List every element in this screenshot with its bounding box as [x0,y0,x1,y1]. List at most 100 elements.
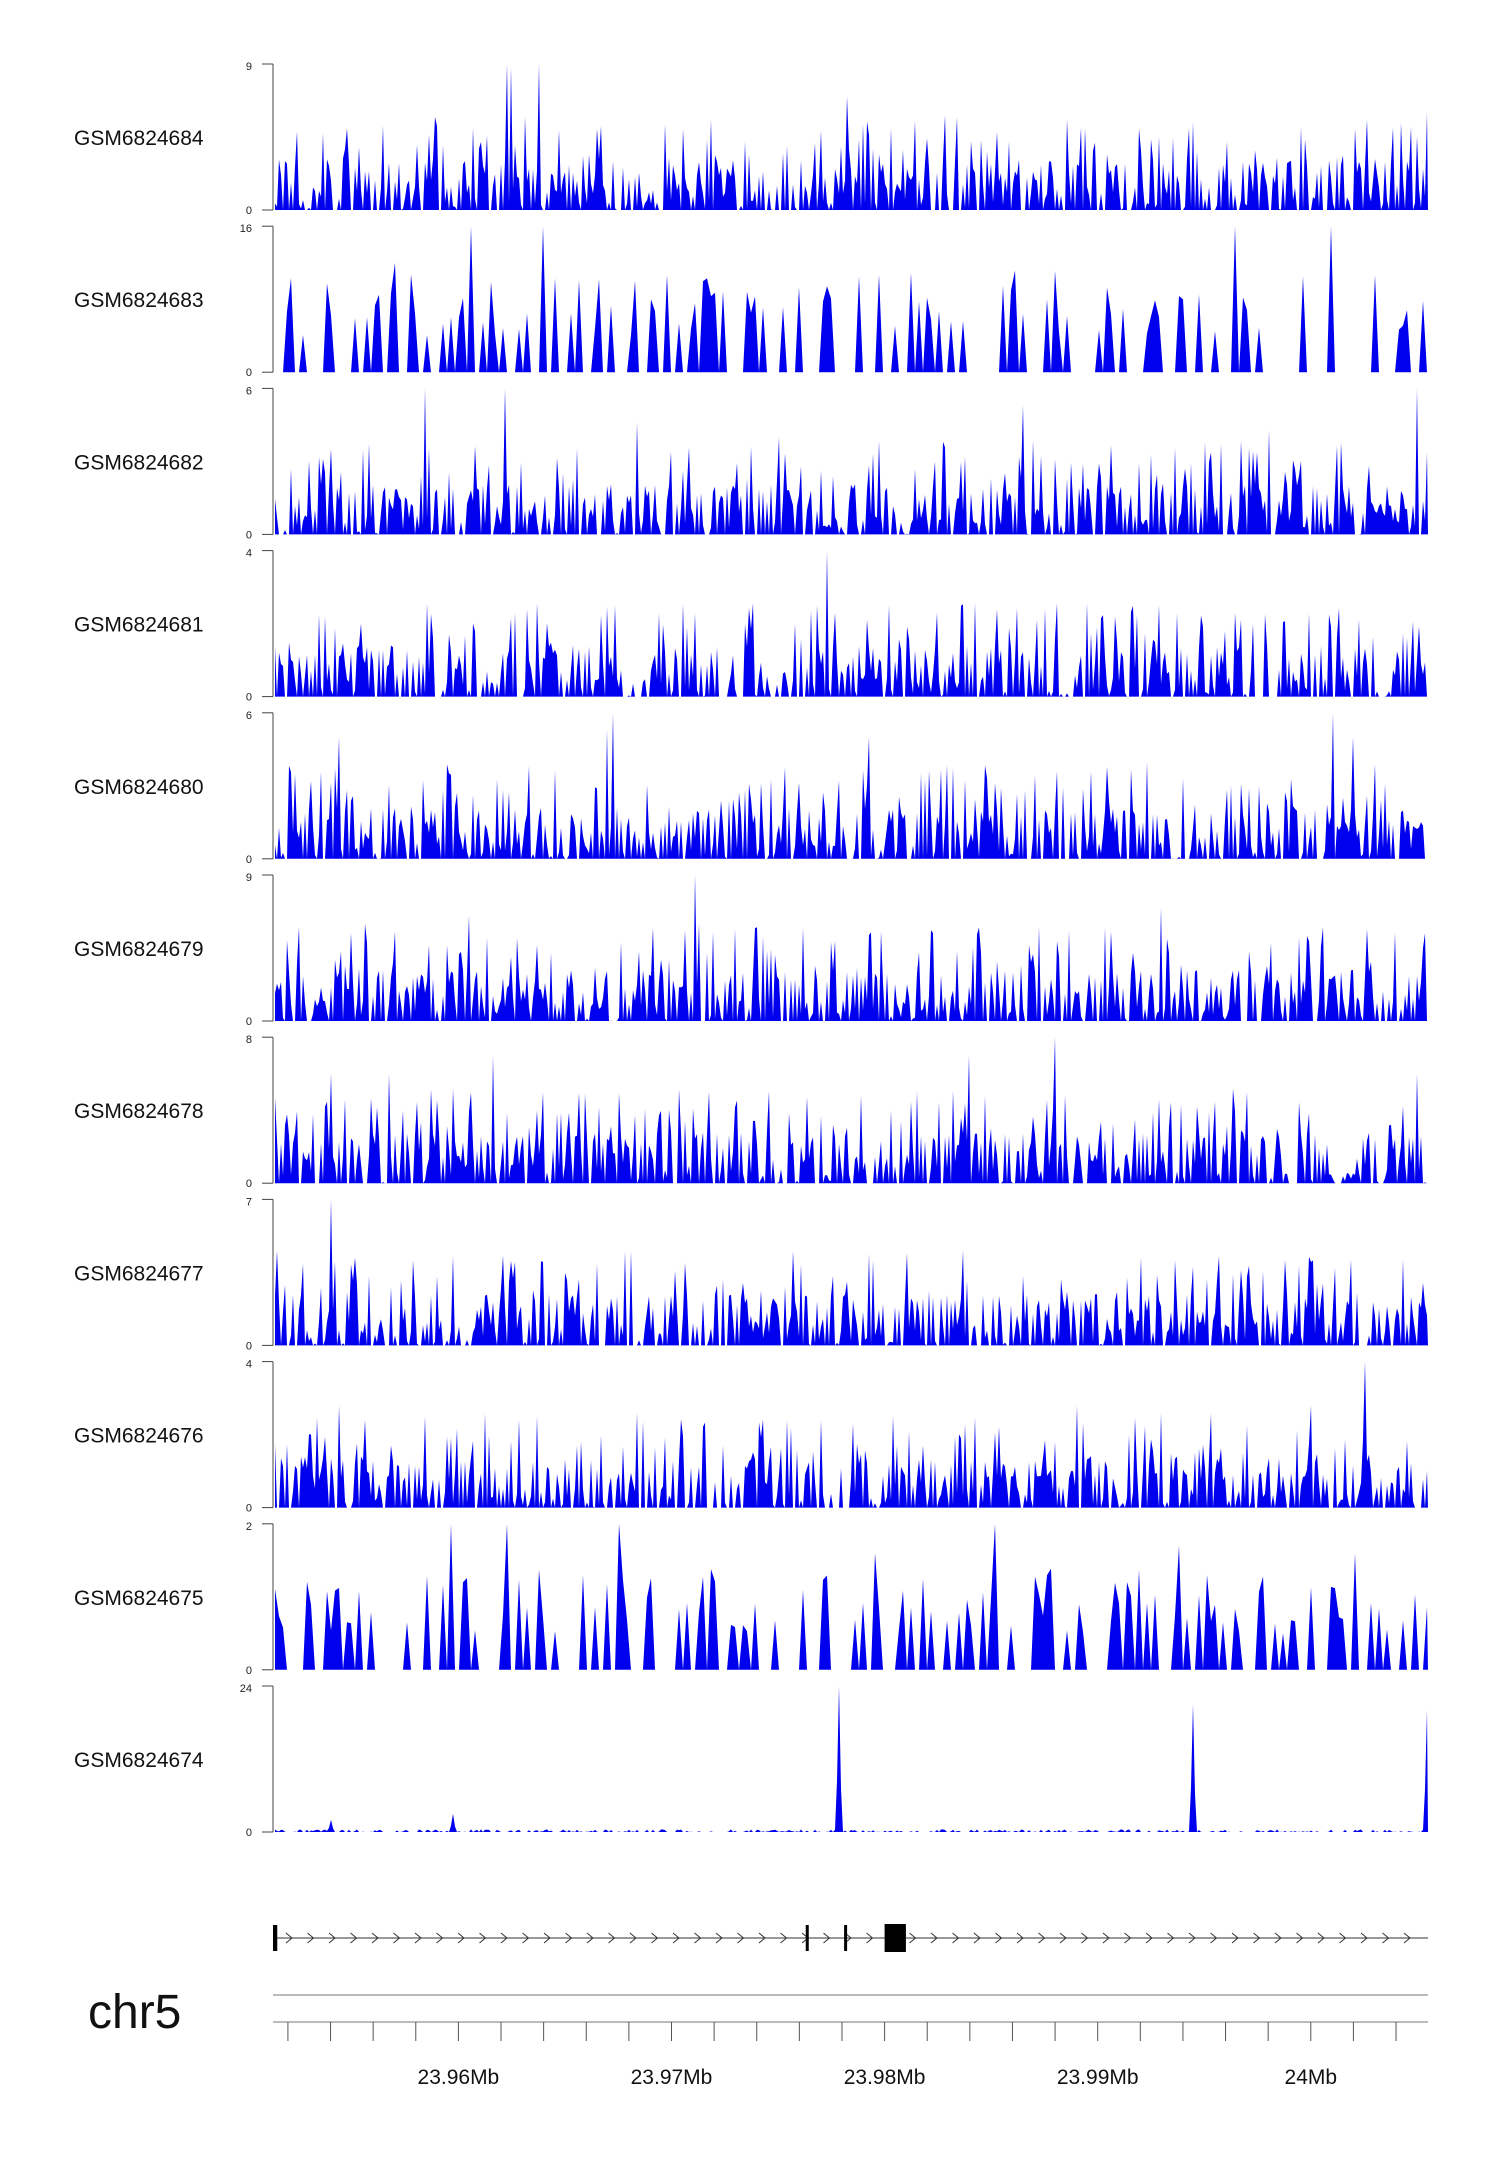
track-GSM6824679: GSM6824679 9 0 [74,872,1428,1028]
y-min-label: 0 [246,1503,252,1515]
y-min-label: 0 [246,1340,252,1352]
strand-arrow [1188,1932,1196,1944]
strand-arrow [651,1932,659,1944]
y-min-label: 0 [246,205,252,217]
strand-arrow [1231,1932,1239,1944]
strand-arrow [371,1932,379,1944]
track-GSM6824675: GSM6824675 2 0 [74,1521,1428,1677]
strand-arrow [328,1932,336,1944]
strand-arrow [995,1932,1003,1944]
track-GSM6824674: GSM6824674 24 0 [74,1683,1428,1839]
y-min-label: 0 [246,1016,252,1028]
exon [844,1925,848,1951]
y-min-label: 0 [246,367,252,379]
y-max-label: 2 [246,1521,252,1533]
strand-arrow [952,1932,960,1944]
strand-arrow [1102,1932,1110,1944]
x-tick-label: 23.96Mb [418,2066,500,2089]
track-label: GSM6824678 [74,1100,204,1123]
strand-arrow [436,1932,444,1944]
strand-arrow [522,1932,530,1944]
strand-arrow [866,1932,874,1944]
coverage-area [275,550,1428,697]
y-max-label: 9 [246,872,252,884]
x-tick-label: 23.99Mb [1057,2066,1139,2089]
strand-arrow [1124,1932,1132,1944]
y-max-label: 9 [246,61,252,73]
strand-arrow [694,1932,702,1944]
y-min-label: 0 [246,529,252,541]
gene-model-track [273,1924,1428,1952]
strand-arrow [414,1932,422,1944]
strand-arrow [500,1932,508,1944]
track-GSM6824678: GSM6824678 8 0 [74,1034,1428,1190]
strand-arrow [608,1932,616,1944]
track-GSM6824684: GSM6824684 9 0 [74,61,1428,217]
track-GSM6824680: GSM6824680 6 0 [74,710,1428,866]
y-min-label: 0 [246,1665,252,1677]
coverage-area [275,712,1428,859]
strand-arrow [758,1932,766,1944]
strand-arrow [457,1932,465,1944]
x-tick-label: 23.98Mb [844,2066,926,2089]
strand-arrow [479,1932,487,1944]
strand-arrow [1403,1932,1411,1944]
y-max-label: 7 [246,1196,252,1208]
y-min-label: 0 [246,692,252,704]
y-min-label: 0 [246,854,252,866]
strand-arrow [1360,1932,1368,1944]
y-max-label: 4 [246,548,252,560]
y-min-label: 0 [246,1827,252,1839]
coverage-area [275,1037,1428,1184]
y-max-label: 6 [246,710,252,722]
coverage-area [275,1686,1428,1832]
coverage-area [275,875,1428,1021]
coverage-tracks: GSM682468490GSM6824683160GSM682468260GSM… [74,61,1428,1839]
track-GSM6824677: GSM6824677 7 0 [74,1196,1428,1352]
strand-arrow [909,1932,917,1944]
strand-arrow [1210,1932,1218,1944]
y-max-label: 4 [246,1359,252,1371]
strand-arrow [1016,1932,1024,1944]
track-label: GSM6824679 [74,938,204,961]
strand-arrow [1145,1932,1153,1944]
strand-arrow [350,1932,358,1944]
x-tick-label: 23.97Mb [631,2066,713,2089]
strand-arrow [715,1932,723,1944]
strand-arrow [930,1932,938,1944]
strand-arrow [1317,1932,1325,1944]
coverage-area [275,226,1428,373]
y-min-label: 0 [246,1178,252,1190]
strand-arrow [586,1932,594,1944]
track-label: GSM6824680 [74,776,204,799]
strand-arrow [1296,1932,1304,1944]
coverage-area [275,1361,1428,1508]
y-max-label: 8 [246,1034,252,1046]
strand-arrow [629,1932,637,1944]
y-max-label: 6 [246,385,252,397]
coverage-area [275,1199,1428,1346]
track-label: GSM6824677 [74,1262,204,1285]
strand-arrow [1167,1932,1175,1944]
strand-arrow [823,1932,831,1944]
track-label: GSM6824674 [74,1749,204,1772]
strand-arrow [307,1932,315,1944]
coverage-area [275,1523,1428,1670]
y-max-label: 16 [240,223,252,235]
strand-arrow [973,1932,981,1944]
strand-arrow [1382,1932,1390,1944]
strand-arrow [1059,1932,1067,1944]
strand-arrow [1339,1932,1347,1944]
strand-arrow [393,1932,401,1944]
strand-arrow [672,1932,680,1944]
genome-axis: chr5 23.96Mb 23.97Mb 23.98Mb 23.99Mb 24Mb [88,1986,1428,2089]
track-GSM6824681: GSM6824681 4 0 [74,548,1428,704]
coverage-area [275,64,1428,210]
track-GSM6824683: GSM6824683 16 0 [74,223,1428,379]
chromosome-label: chr5 [88,1986,181,2039]
strand-arrow [737,1932,745,1944]
strand-arrow [565,1932,573,1944]
exon [805,1925,809,1951]
track-GSM6824676: GSM6824676 4 0 [74,1359,1428,1515]
